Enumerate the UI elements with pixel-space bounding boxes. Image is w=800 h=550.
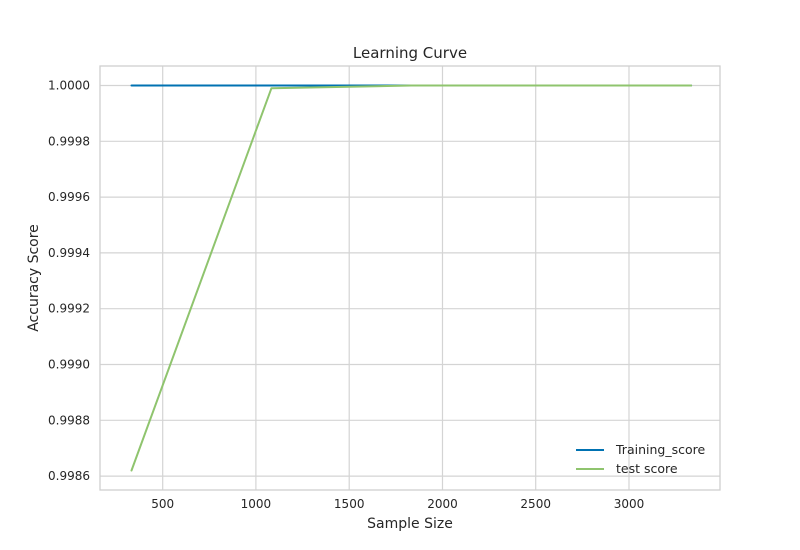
x-tick-labels: 500 1000 1500 2000 2500 3000 <box>151 497 644 511</box>
y-tick-label: 0.9990 <box>48 358 90 372</box>
y-tick-label: 0.9992 <box>48 302 90 316</box>
x-tick-label: 2500 <box>520 497 551 511</box>
x-tick-label: 1000 <box>241 497 272 511</box>
series-layer <box>130 84 693 472</box>
x-axis-label: Sample Size <box>367 516 453 532</box>
y-tick-label: 0.9998 <box>48 134 90 148</box>
legend-label-training-score: Training_score <box>615 442 705 457</box>
x-tick-label: 1500 <box>334 497 365 511</box>
y-axis-label: Accuracy Score <box>26 224 42 332</box>
plot-frame <box>99 65 721 491</box>
y-tick-label: 0.9994 <box>48 246 90 260</box>
y-tick-labels: 0.9986 0.9988 0.9990 0.9992 0.9994 0.9996 0.99… <box>48 79 90 484</box>
y-tick-label: 0.9988 <box>48 413 90 427</box>
x-tick-label: 2000 <box>427 497 458 511</box>
x-tick-label: 500 <box>151 497 174 511</box>
y-tick-label: 0.9996 <box>48 190 90 204</box>
x-tick-label: 3000 <box>614 497 645 511</box>
chart-title: Learning Curve <box>353 44 467 62</box>
legend-label-test-score: test score <box>616 461 678 476</box>
legend: Training_score test score <box>576 442 705 476</box>
y-tick-label: 1.0000 <box>48 79 90 93</box>
y-tick-label: 0.9986 <box>48 469 90 483</box>
